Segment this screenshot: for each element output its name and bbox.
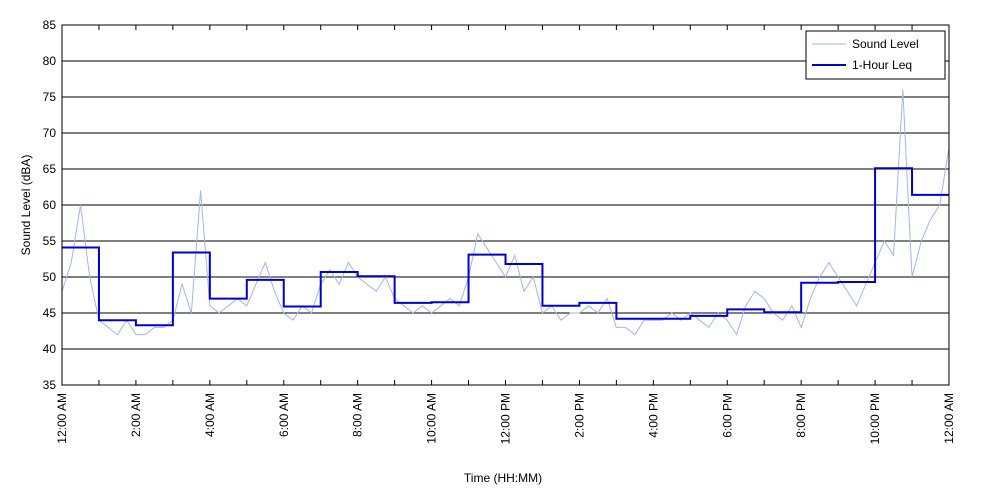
y-axis-label: Sound Level (dBA): [19, 155, 33, 256]
series-line: [61, 89, 950, 336]
x-tick-label: 8:00 PM: [794, 393, 808, 438]
x-tick-label: 8:00 AM: [351, 393, 365, 437]
y-tick-label: 55: [43, 234, 57, 248]
x-tick-label: 4:00 AM: [203, 393, 217, 437]
series-line: [62, 167, 949, 327]
y-tick-label: 75: [43, 90, 57, 104]
y-tick-label: 85: [43, 18, 57, 32]
x-tick-label: 12:00 AM: [942, 393, 956, 444]
x-tick-label: 6:00 AM: [277, 393, 291, 437]
y-tick-label: 65: [43, 162, 57, 176]
y-tick-label: 45: [43, 306, 57, 320]
x-tick-label: 12:00 AM: [55, 393, 69, 444]
x-tick-label: 10:00 AM: [425, 393, 439, 444]
y-tick-label: 70: [43, 126, 57, 140]
x-axis-label: Time (HH:MM): [464, 471, 542, 485]
x-tick-label: 2:00 AM: [129, 393, 143, 437]
y-tick-label: 80: [43, 54, 57, 68]
x-tick-label: 2:00 PM: [572, 393, 586, 438]
legend-box: [805, 30, 946, 80]
legend: Sound Level 1-Hour Leq: [805, 30, 946, 80]
legend-label: Sound Level: [852, 37, 919, 51]
x-tick-label: 10:00 PM: [868, 393, 882, 444]
y-tick-label: 40: [43, 342, 57, 356]
y-tick-label: 50: [43, 270, 57, 284]
y-tick-label: 60: [43, 198, 57, 212]
x-tick-label: 4:00 PM: [646, 393, 660, 438]
x-tick-label: 6:00 PM: [720, 393, 734, 438]
legend-label: 1-Hour Leq: [852, 58, 912, 72]
plot-frame: [61, 24, 950, 386]
x-tick-label: 12:00 PM: [499, 393, 513, 444]
y-tick-label: 35: [43, 378, 57, 392]
